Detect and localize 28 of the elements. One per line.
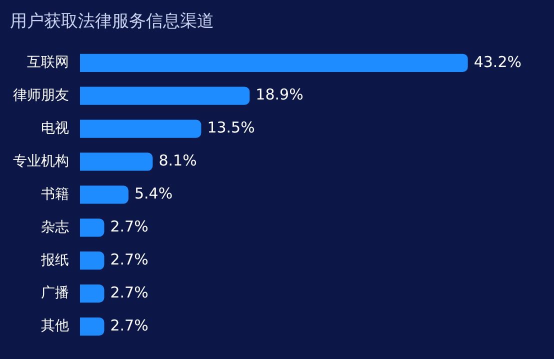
data-label: 2.7% [110,283,148,302]
bar [80,252,104,270]
y-tick-label: 书籍 [41,186,69,202]
bar [80,317,104,336]
bar [80,284,104,303]
chart-title: 用户获取法律服务信息渠道 [10,12,214,32]
y-tick-label: 专业机构 [13,153,69,170]
data-label: 18.9% [256,86,304,104]
bar [80,218,104,237]
y-tick-label: 互联网 [27,54,69,71]
data-label: 8.1% [158,152,197,170]
bar [80,86,250,105]
data-label: 43.2% [474,52,522,71]
data-label: 2.7% [110,218,148,236]
y-tick-label: 广播 [41,285,69,302]
y-tick-label: 其他 [41,318,69,334]
data-label: 13.5% [207,118,255,137]
data-label: 2.7% [110,250,148,268]
y-tick-label: 电视 [41,120,69,136]
data-label: 2.7% [110,316,148,334]
bar [80,54,468,72]
y-tick-label: 杂志 [41,219,69,236]
bar [80,120,202,138]
y-tick-label: 报纸 [40,252,69,268]
bar [80,152,153,171]
data-label: 5.4% [134,184,173,203]
y-tick-label: 律师朋友 [13,87,69,104]
bar [80,186,128,204]
